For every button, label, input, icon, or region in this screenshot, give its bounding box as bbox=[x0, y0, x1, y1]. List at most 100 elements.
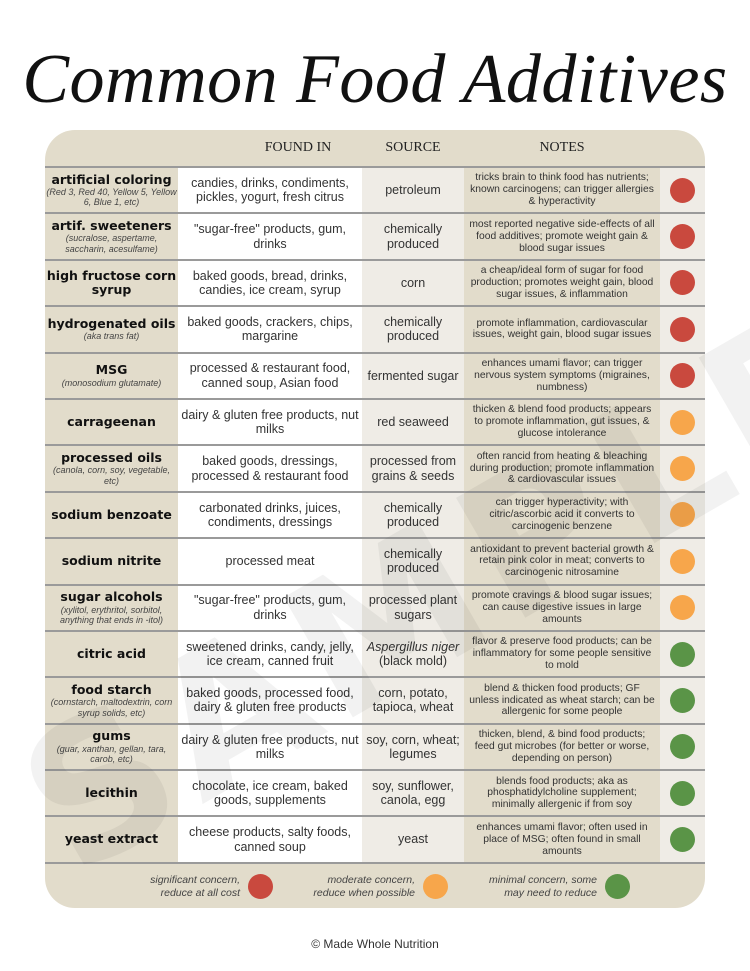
concern-cell bbox=[660, 539, 705, 584]
concern-cell bbox=[660, 817, 705, 862]
table-row: carrageenan dairy & gluten free products… bbox=[45, 397, 705, 445]
concern-cell bbox=[660, 492, 705, 538]
header-found-in: FOUND IN bbox=[264, 140, 332, 155]
table-row: gums (guar, xanthan, gellan, tara, carob… bbox=[45, 722, 705, 770]
source-cell: chemically produced bbox=[362, 307, 464, 352]
notes-cell: enhances umami flavor; can trigger nervo… bbox=[464, 353, 660, 398]
found-in-cell: cheese products, salty foods, canned sou… bbox=[178, 817, 362, 862]
source-cell: chemically produced bbox=[362, 492, 464, 538]
notes-cell: tricks brain to think food has nutrients… bbox=[464, 168, 660, 213]
significant-concern-dot-icon bbox=[670, 270, 695, 296]
header-notes: NOTES bbox=[539, 140, 585, 155]
notes-cell: thicken, blend, & bind food products; fe… bbox=[464, 724, 660, 770]
table-body: artificial coloring (Red 3, Red 40, Yell… bbox=[45, 166, 705, 862]
additive-cell: citric acid bbox=[45, 631, 178, 677]
additive-cell: lecithin bbox=[45, 771, 178, 816]
table-row: food starch (cornstarch, maltodextrin, c… bbox=[45, 676, 705, 723]
minimal-concern-dot-icon bbox=[670, 827, 695, 853]
legend-moderate-label: moderate concern, reduce when possible bbox=[313, 874, 415, 899]
legend-minimal: minimal concern, some may need to reduce bbox=[470, 874, 630, 900]
table-row: artificial coloring (Red 3, Red 40, Yell… bbox=[45, 166, 705, 213]
additive-examples: (monosodium glutamate) bbox=[61, 377, 162, 388]
additive-cell: carrageenan bbox=[45, 399, 178, 445]
table-row: yeast extract cheese products, salty foo… bbox=[45, 815, 705, 862]
additive-examples: (xylitol, erythritol, sorbitol, anything… bbox=[59, 604, 164, 625]
moderate-concern-dot-icon bbox=[670, 548, 695, 574]
legend-moderate: moderate concern, reduce when possible bbox=[305, 874, 448, 900]
notes-cell: antioxidant to prevent bacterial growth … bbox=[464, 539, 660, 584]
found-in-cell: "sugar-free" products, gum, drinks bbox=[178, 585, 362, 630]
additive-name: lecithin bbox=[85, 785, 138, 801]
additive-name: high fructose corn syrup bbox=[46, 267, 177, 297]
source-cell: chemically produced bbox=[362, 539, 464, 584]
additive-name: food starch bbox=[71, 681, 152, 697]
found-in-cell: dairy & gluten free products, nut milks bbox=[178, 724, 362, 770]
significant-concern-dot-icon bbox=[670, 316, 695, 342]
concern-cell bbox=[660, 678, 705, 723]
found-in-cell: baked goods, crackers, chips, margarine bbox=[178, 307, 362, 352]
additive-name: processed oils bbox=[61, 450, 162, 465]
moderate-concern-dot-icon bbox=[670, 595, 695, 621]
notes-cell: can trigger hyperactivity; with citric/a… bbox=[464, 492, 660, 538]
table-row: artif. sweeteners (sucralose, aspertame,… bbox=[45, 212, 705, 259]
found-in-cell: dairy & gluten free products, nut milks bbox=[178, 399, 362, 445]
found-in-cell: carbonated drinks, juices, condiments, d… bbox=[178, 492, 362, 538]
header-source: SOURCE bbox=[385, 140, 441, 155]
moderate-concern-dot-icon bbox=[670, 456, 695, 482]
notes-cell: blend & thicken food products; GF unless… bbox=[464, 678, 660, 723]
additive-name: gums bbox=[92, 728, 131, 744]
concern-cell bbox=[660, 353, 705, 398]
legend: significant concern, reduce at all cost … bbox=[45, 862, 705, 908]
additive-name: hydrogenated oils bbox=[47, 316, 176, 331]
significant-concern-dot-icon bbox=[670, 363, 695, 389]
minimal-concern-dot-icon bbox=[670, 734, 695, 760]
found-in-cell: "sugar-free" products, gum, drinks bbox=[178, 214, 362, 259]
minimal-concern-dot-icon bbox=[670, 780, 695, 806]
source-cell: soy, corn, wheat; legumes bbox=[362, 724, 464, 770]
additive-cell: gums (guar, xanthan, gellan, tara, carob… bbox=[45, 724, 178, 770]
additive-cell: processed oils (canola, corn, soy, veget… bbox=[45, 446, 178, 491]
minimal-concern-dot-icon bbox=[670, 641, 695, 667]
additive-name: citric acid bbox=[77, 645, 146, 661]
found-in-cell: processed meat bbox=[178, 539, 362, 584]
found-in-cell: candies, drinks, condiments, pickles, yo… bbox=[178, 168, 362, 213]
notes-cell: often rancid from heating & bleaching du… bbox=[464, 446, 660, 491]
found-in-cell: baked goods, bread, drinks, candies, ice… bbox=[178, 260, 362, 306]
additive-examples: (aka trans fat) bbox=[83, 331, 140, 342]
significant-concern-dot-icon bbox=[670, 224, 695, 250]
concern-cell bbox=[660, 307, 705, 352]
notes-cell: promote inflammation, cardiovascular iss… bbox=[464, 307, 660, 352]
notes-cell: thicken & blend food products; appears t… bbox=[464, 399, 660, 445]
additive-cell: sodium benzoate bbox=[45, 492, 178, 538]
additive-cell: sodium nitrite bbox=[45, 539, 178, 584]
source-cell: fermented sugar bbox=[362, 353, 464, 398]
green-dot-icon bbox=[605, 874, 630, 900]
source-cell: processed from grains & seeds bbox=[362, 446, 464, 491]
table-row: MSG (monosodium glutamate) processed & r… bbox=[45, 351, 705, 398]
source-cell: petroleum bbox=[362, 168, 464, 213]
significant-concern-dot-icon bbox=[670, 177, 695, 203]
source-cell: processed plant sugars bbox=[362, 585, 464, 630]
additive-examples: (cornstarch, maltodextrin, corn syrup so… bbox=[50, 697, 173, 718]
source-cell: yeast bbox=[362, 817, 464, 862]
concern-cell bbox=[660, 771, 705, 816]
table-row: high fructose corn syrup baked goods, br… bbox=[45, 258, 705, 306]
table-row: sodium benzoate carbonated drinks, juice… bbox=[45, 490, 705, 538]
notes-cell: promote cravings & blood sugar issues; c… bbox=[464, 585, 660, 630]
additive-name: MSG bbox=[95, 362, 128, 378]
additive-cell: food starch (cornstarch, maltodextrin, c… bbox=[45, 678, 178, 723]
additive-name: artif. sweeteners bbox=[51, 218, 172, 234]
source-cell: Aspergillus niger (black mold) bbox=[362, 631, 464, 677]
additive-name: artificial coloring bbox=[51, 171, 172, 187]
additive-name: sodium benzoate bbox=[51, 506, 172, 522]
legend-significant: significant concern, reduce at all cost bbox=[140, 874, 273, 900]
notes-cell: blends food products; aka as phosphatidy… bbox=[464, 771, 660, 816]
orange-dot-icon bbox=[423, 874, 448, 900]
source-cell: soy, sunflower, canola, egg bbox=[362, 771, 464, 816]
additive-examples: (canola, corn, soy, vegetable, etc) bbox=[53, 465, 170, 486]
minimal-concern-dot-icon bbox=[670, 687, 695, 713]
page-title: Common Food Additives bbox=[22, 41, 728, 118]
source-cell: chemically produced bbox=[362, 214, 464, 259]
concern-cell bbox=[660, 724, 705, 770]
table-row: hydrogenated oils (aka trans fat) baked … bbox=[45, 305, 705, 352]
